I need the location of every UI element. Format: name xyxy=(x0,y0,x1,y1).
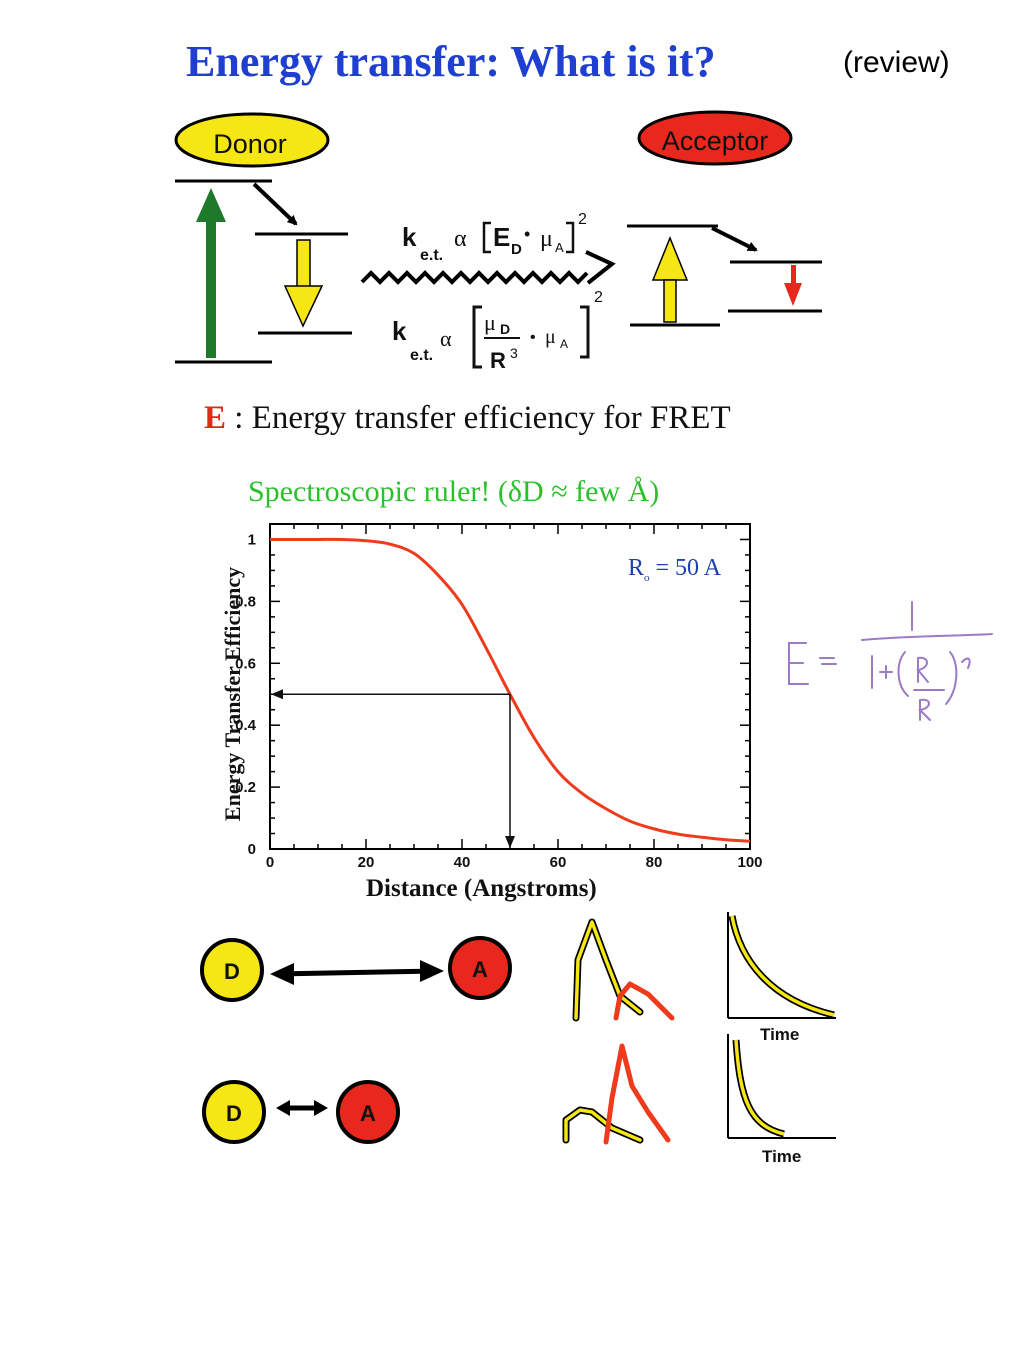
far-double-arrow xyxy=(275,968,439,977)
acceptor-letter-near: A xyxy=(360,1101,376,1126)
donor-emission-arrow xyxy=(283,239,324,328)
svg-text:α: α xyxy=(440,326,452,351)
acceptor-circle-far xyxy=(448,936,512,1000)
efficiency-letter: E xyxy=(204,400,227,436)
donor-relaxation-arrow xyxy=(252,182,298,226)
near-pair: D A xyxy=(202,1080,400,1144)
svg-text:μ: μ xyxy=(484,310,496,335)
acceptor-energy-levels xyxy=(627,224,822,327)
donor-letter-near: D xyxy=(226,1101,242,1126)
acceptor-circle-near xyxy=(336,1080,400,1144)
rate-formula-dipole: k e.t. α E D • μ A 2 xyxy=(402,211,587,264)
svg-text:2: 2 xyxy=(594,289,603,306)
svg-text:•: • xyxy=(524,224,530,244)
svg-text:D: D xyxy=(500,321,510,337)
svg-text:D: D xyxy=(511,241,522,258)
r0-subscript: o xyxy=(644,571,650,584)
donor-label: Donor xyxy=(213,129,287,159)
x-tick-label: 60 xyxy=(550,854,567,871)
svg-text:k: k xyxy=(402,222,417,252)
y-tick-label: 0 xyxy=(248,841,256,858)
svg-text:α: α xyxy=(454,226,467,252)
far-pair: D A xyxy=(200,936,512,1002)
y-tick-label: 0.8 xyxy=(235,593,256,610)
svg-text:2: 2 xyxy=(578,211,587,228)
y-tick-label: 0.2 xyxy=(235,779,256,796)
svg-text:3: 3 xyxy=(510,345,518,361)
excitation-arrow xyxy=(196,188,226,358)
acceptor-badge: Acceptor xyxy=(637,110,793,166)
ruler-note: Spectroscopic ruler! (δD ≈ few Å) xyxy=(248,475,660,508)
svg-text:A: A xyxy=(560,337,568,351)
efficiency-text: : Energy transfer efficiency for FRET xyxy=(226,400,731,436)
donor-circle-far xyxy=(200,938,264,1002)
time-label-far: Time xyxy=(760,1025,799,1044)
acceptor-label: Acceptor xyxy=(662,126,769,156)
x-tick-label: 80 xyxy=(646,854,663,871)
r0-annotation: Ro = 50 A xyxy=(628,555,721,584)
time-label-near: Time xyxy=(762,1147,801,1166)
svg-text:A: A xyxy=(555,240,564,255)
r0-value: = 50 A xyxy=(655,555,722,581)
y-tick-label: 0.4 xyxy=(235,717,257,734)
acceptor-emission-arrow xyxy=(784,265,802,306)
acceptor-relaxation-arrow xyxy=(711,226,758,252)
far-decay-plot: Time xyxy=(727,912,836,1044)
x-tick-label: 40 xyxy=(454,854,471,871)
near-decay-plot: Time xyxy=(727,1034,836,1166)
svg-text:k: k xyxy=(392,316,407,346)
far-spectra xyxy=(572,918,675,1022)
transfer-wavy-arrow xyxy=(360,270,589,285)
svg-text:E: E xyxy=(493,222,510,252)
acceptor-letter-far: A xyxy=(472,957,488,982)
svg-text:R: R xyxy=(490,348,506,373)
donor-energy-levels xyxy=(175,179,352,364)
page-title: Energy transfer: What is it? xyxy=(186,37,716,86)
x-tick-label: 100 xyxy=(737,854,762,871)
svg-text:μ: μ xyxy=(545,326,556,348)
svg-text:•: • xyxy=(530,329,536,346)
donor-letter-far: D xyxy=(224,959,240,984)
x-tick-label: 20 xyxy=(358,854,375,871)
x-tick-label: 0 xyxy=(266,854,274,871)
svg-text:μ: μ xyxy=(540,226,553,252)
svg-text:e.t.: e.t. xyxy=(420,247,443,264)
donor-badge: Donor xyxy=(174,112,330,168)
y-tick-label: 1 xyxy=(248,531,256,548)
x-axis-label: Distance (Angstroms) xyxy=(366,875,597,902)
efficiency-heading: E : Energy transfer efficiency for FRET xyxy=(204,400,731,437)
axis-tick-labels: 0 20 40 60 80 100 0 0.2 0.4 0.6 0.8 1 xyxy=(235,531,762,871)
svg-text:e.t.: e.t. xyxy=(410,347,433,364)
acceptor-excitation-arrow xyxy=(651,236,689,323)
r0-symbol: R xyxy=(628,555,645,581)
review-tag: (review) xyxy=(843,46,950,79)
rate-formula-distance: k e.t. α μ D R 3 • μ A 2 xyxy=(392,289,603,373)
donor-circle-near xyxy=(202,1080,266,1144)
y-tick-label: 0.6 xyxy=(235,655,256,672)
near-spectra xyxy=(562,1043,671,1145)
